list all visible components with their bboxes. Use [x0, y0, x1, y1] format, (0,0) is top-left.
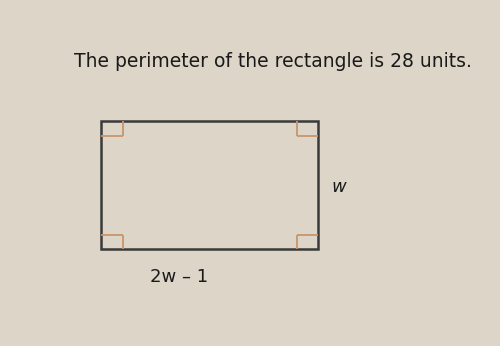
Text: The perimeter of the rectangle is 28 units.: The perimeter of the rectangle is 28 uni…: [74, 52, 472, 71]
Bar: [101, 121, 318, 249]
Text: 2w – 1: 2w – 1: [150, 268, 208, 286]
Text: w: w: [332, 178, 346, 196]
